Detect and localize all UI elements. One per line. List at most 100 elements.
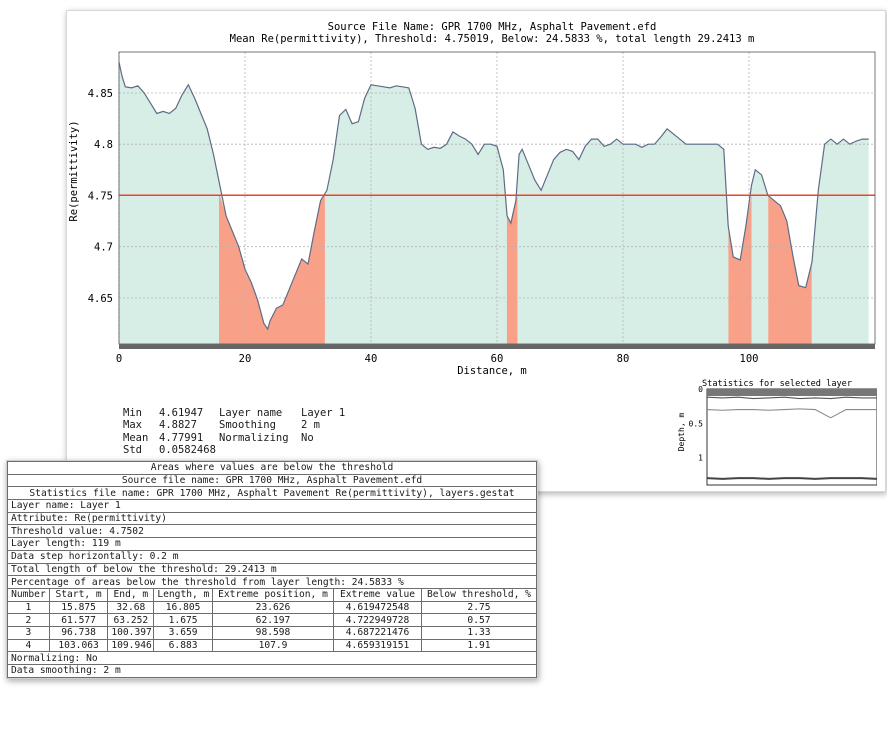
info-threshold: Threshold value: 4.7502 bbox=[7, 524, 537, 539]
y-tick-label: 4.85 bbox=[88, 88, 113, 100]
layer-panel-title: Statistics for selected layer bbox=[702, 379, 852, 389]
layer-panel-frame bbox=[706, 388, 877, 486]
below-threshold-region-4 bbox=[768, 195, 812, 344]
layer-name-value: Layer 1 bbox=[301, 407, 346, 419]
cell-number: 4 bbox=[7, 638, 50, 653]
info-layer-length: Layer length: 119 m bbox=[7, 537, 537, 551]
y-tick-label: 4.75 bbox=[88, 190, 113, 202]
cell-extreme-value: 4.687221476 bbox=[333, 625, 422, 640]
cell-number: 1 bbox=[7, 600, 50, 615]
info-attribute: Attribute: Re(permittivity) bbox=[7, 511, 537, 526]
footer-normalizing: Normalizing: No bbox=[7, 651, 537, 665]
min-label: Min bbox=[123, 407, 142, 419]
normalizing-value: No bbox=[301, 431, 314, 444]
chart-subtitle: Mean Re(permittivity), Threshold: 4.7501… bbox=[230, 33, 755, 45]
cell-length: 1.675 bbox=[153, 613, 213, 627]
layer-panel-surface-band bbox=[707, 389, 877, 396]
stats-row-max: Max 4.8827 Smoothing 2 m bbox=[123, 419, 361, 431]
col-below-threshold: Below threshold, % bbox=[420, 587, 538, 602]
cell-end: 109.946 bbox=[107, 638, 155, 653]
cell-below-threshold: 1.91 bbox=[420, 638, 538, 653]
cell-extreme-position: 98.598 bbox=[211, 625, 335, 640]
info-layer-name: Layer name: Layer 1 bbox=[7, 499, 537, 513]
table-row: 3 96.738 100.397 3.659 98.598 4.68722147… bbox=[7, 625, 538, 640]
col-end: End, m bbox=[107, 587, 155, 602]
table-row: 4 103.063 109.946 6.883 107.9 4.65931915… bbox=[7, 638, 538, 653]
x-tick-label: 80 bbox=[617, 353, 630, 365]
normalizing-label: Normalizing bbox=[219, 431, 289, 444]
layer-panel-ticks: 00.51 bbox=[689, 385, 704, 463]
layer-statistics-panel: Statistics for selected layer Depth, m 0… bbox=[677, 379, 877, 486]
cell-extreme-position: 23.626 bbox=[211, 600, 335, 615]
col-number: Number bbox=[7, 587, 50, 602]
layer-name-label: Layer name bbox=[219, 407, 283, 419]
info-percentage: Percentage of areas below the threshold … bbox=[7, 575, 537, 589]
cell-below-threshold: 2.75 bbox=[420, 600, 538, 615]
stats-row-std: Std 0.0582468 bbox=[123, 444, 361, 456]
table-header-row: Number Start, m End, m Length, m Extreme… bbox=[7, 587, 538, 602]
y-tick-label: 4.65 bbox=[88, 293, 113, 305]
x-tick-label: 0 bbox=[116, 353, 122, 365]
cell-extreme-value: 4.619472548 bbox=[333, 600, 422, 615]
layer-panel-lines bbox=[706, 389, 877, 480]
cell-end: 100.397 bbox=[107, 625, 155, 640]
cell-extreme-position: 107.9 bbox=[211, 638, 335, 653]
chart-title: Source File Name: GPR 1700 MHz, Asphalt … bbox=[328, 21, 657, 33]
mean-value: 4.77991 bbox=[159, 431, 204, 444]
mean-label: Mean bbox=[123, 431, 149, 444]
cell-number: 3 bbox=[7, 625, 50, 640]
footer-smoothing: Data smoothing: 2 m bbox=[7, 664, 537, 678]
layer-panel-line-4 bbox=[706, 477, 877, 480]
layer-panel-line-1 bbox=[706, 389, 877, 393]
below-threshold-region-2 bbox=[506, 195, 518, 344]
y-tick-label: 4.7 bbox=[94, 242, 113, 254]
layer-panel-line-2 bbox=[706, 396, 877, 400]
plot-area: 0 20 40 60 80 100 4.85 4.8 4.75 4.7 4.65 bbox=[88, 51, 876, 365]
table-title: Areas where values are below the thresho… bbox=[7, 461, 537, 475]
layer-panel-line-3 bbox=[706, 408, 877, 419]
smoothing-label: Smoothing bbox=[219, 419, 276, 432]
y-tick-label: 4.8 bbox=[94, 139, 113, 151]
statistics-summary: Min 4.61947 Layer name Layer 1 Max 4.882… bbox=[123, 407, 361, 457]
below-threshold-region-3 bbox=[728, 195, 752, 344]
layer-panel-tick-label: 0 bbox=[698, 385, 703, 394]
cell-extreme-value: 4.659319151 bbox=[333, 638, 422, 653]
min-value: 4.61947 bbox=[159, 407, 204, 419]
cell-length: 16.805 bbox=[153, 600, 213, 615]
cell-end: 32.68 bbox=[107, 600, 155, 615]
x-tick-label: 60 bbox=[491, 353, 504, 365]
threshold-report: Areas where values are below the thresho… bbox=[6, 460, 538, 679]
chart-svg: Source File Name: GPR 1700 MHz, Asphalt … bbox=[68, 21, 876, 377]
cell-extreme-value: 4.722949728 bbox=[333, 613, 422, 627]
info-total-length: Total length of below the threshold: 29.… bbox=[7, 562, 537, 577]
max-label: Max bbox=[123, 419, 142, 432]
x-axis-label: Distance, m bbox=[457, 365, 527, 377]
table-row: 2 61.577 63.252 1.675 62.197 4.722949728… bbox=[7, 613, 538, 627]
cell-number: 2 bbox=[7, 613, 50, 627]
std-value: 0.0582468 bbox=[159, 444, 216, 457]
table-stats-file: Statistics file name: GPR 1700 MHz, Asph… bbox=[7, 486, 537, 501]
std-label: Std bbox=[123, 444, 142, 457]
layer-panel-tick-label: 0.5 bbox=[689, 419, 704, 428]
series-line bbox=[118, 62, 869, 331]
stats-row-min: Min 4.61947 Layer name Layer 1 bbox=[123, 407, 361, 419]
x-axis-band bbox=[119, 344, 875, 349]
cell-start: 96.738 bbox=[48, 625, 109, 640]
col-extreme-position: Extreme position, m bbox=[211, 587, 335, 602]
stats-row-mean: Mean 4.77991 Normalizing No bbox=[123, 432, 361, 444]
y-axis-label: Re(permittivity) bbox=[68, 120, 80, 221]
layer-panel-ylabel: Depth, m bbox=[677, 413, 686, 452]
x-tick-label: 40 bbox=[365, 353, 378, 365]
table-source: Source file name: GPR 1700 MHz, Asphalt … bbox=[7, 473, 537, 488]
cell-end: 63.252 bbox=[107, 613, 155, 627]
col-start: Start, m bbox=[48, 587, 109, 602]
cell-extreme-position: 62.197 bbox=[211, 613, 335, 627]
cell-start: 61.577 bbox=[48, 613, 109, 627]
cell-below-threshold: 0.57 bbox=[420, 613, 538, 627]
layer-panel-tick-label: 1 bbox=[698, 454, 703, 463]
cell-length: 6.883 bbox=[153, 638, 213, 653]
smoothing-value: 2 m bbox=[301, 419, 320, 432]
table-row: 1 15.875 32.68 16.805 23.626 4.619472548… bbox=[7, 600, 538, 615]
cell-start: 15.875 bbox=[48, 600, 109, 615]
x-tick-label: 20 bbox=[239, 353, 252, 365]
